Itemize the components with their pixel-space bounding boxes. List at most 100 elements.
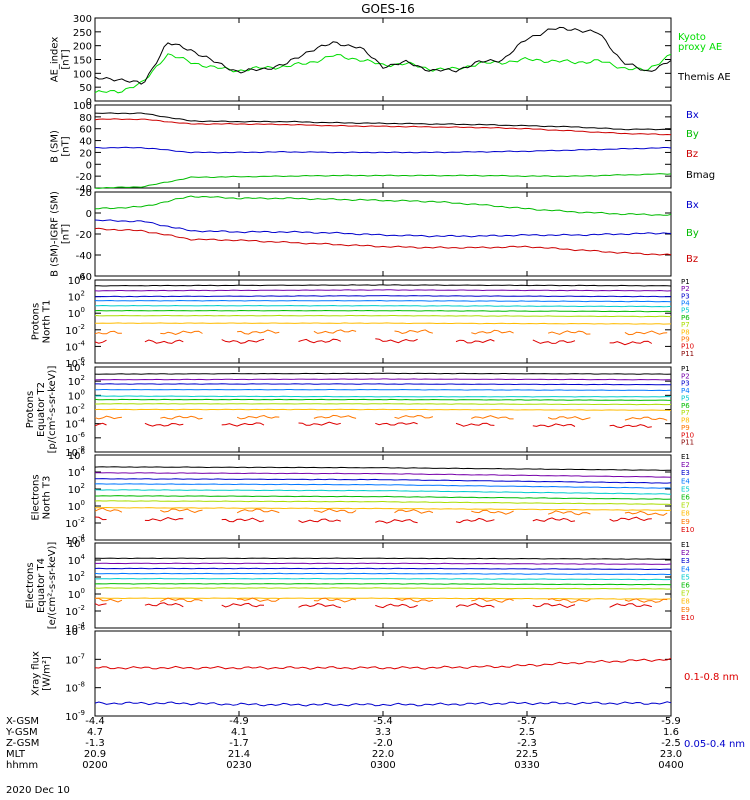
- series-line-P5: [94, 395, 672, 398]
- legend-label: P9: [681, 424, 690, 432]
- legend-label: P11: [681, 439, 694, 447]
- legend-label: P5: [681, 394, 690, 402]
- series-line-P10: [455, 338, 495, 344]
- y-tick-label: 0: [86, 97, 92, 108]
- panel-frame: [94, 279, 672, 364]
- legend-label: E3: [681, 557, 690, 565]
- legend-label: P3: [681, 292, 690, 300]
- footer-row-value: -5.7: [517, 716, 537, 727]
- series-line-P9: [94, 330, 122, 335]
- footer-row-value: -2.0: [373, 738, 393, 749]
- series-line-P4: [95, 388, 672, 392]
- legend-label: Bx: [686, 110, 699, 121]
- date-label: 2020 Dec 10: [6, 785, 70, 796]
- series-line-E8: [94, 506, 672, 512]
- legend-label: P4: [681, 387, 690, 395]
- series-line-E9: [547, 598, 591, 603]
- series-line-P7: [94, 314, 672, 318]
- y-tick-label: -20: [76, 172, 92, 183]
- legend-label: P6: [681, 402, 690, 410]
- series-line-0.05-0.4 nm: [94, 701, 672, 707]
- footer-row-value: 0230: [226, 760, 251, 771]
- series-line-P9: [394, 414, 434, 419]
- legend-label: P8: [681, 328, 690, 336]
- series-line-E1: [94, 466, 672, 471]
- legend-label: E7: [681, 502, 690, 510]
- series-line-E8: [94, 597, 672, 600]
- series-line-P1: [94, 372, 672, 375]
- y-tick-label: 20: [79, 188, 92, 199]
- y-tick-label: 0: [86, 209, 92, 220]
- y-tick-label: 20: [79, 148, 92, 159]
- y-tick-label: 0: [86, 160, 92, 171]
- series-line-P8: [95, 322, 672, 325]
- y-axis-label: [nT]: [61, 136, 72, 156]
- series-line-E10: [375, 603, 418, 609]
- legend-label: P3: [681, 380, 690, 388]
- series-line-P9: [313, 329, 357, 334]
- series-line-E5: [94, 489, 672, 495]
- y-tick-label: 10-6: [65, 431, 85, 445]
- y-tick-label: 102: [68, 290, 85, 304]
- legend-label: E3: [681, 469, 690, 477]
- legend-label: Bmag: [686, 170, 715, 181]
- series-line-P9: [236, 414, 280, 420]
- y-tick-label: 80: [79, 113, 92, 124]
- legend-label: E8: [681, 510, 690, 518]
- y-axis-label: Equator T2: [36, 382, 47, 437]
- series-line-E10: [532, 517, 576, 523]
- series-line-E6: [94, 583, 672, 586]
- footer-row-value: 21.4: [228, 749, 250, 760]
- series-line-E9: [394, 509, 434, 514]
- y-tick-label: 100: [73, 69, 92, 80]
- series-line-P3: [95, 383, 671, 386]
- legend-label: P2: [681, 285, 690, 293]
- series-line-By: [94, 173, 672, 189]
- series-line-E1: [95, 557, 672, 560]
- legend-label: Kyoto: [678, 32, 706, 43]
- y-axis-label: [e/(cm²-s-sr-keV)]: [47, 542, 58, 630]
- series-line-P9: [94, 415, 122, 420]
- legend-label: P9: [681, 335, 690, 343]
- series-line-Kyoto proxy AE: [94, 53, 672, 94]
- legend-label: E6: [681, 494, 690, 502]
- y-tick-label: 100: [68, 587, 85, 601]
- y-tick-label: -40: [76, 251, 92, 262]
- series-line-By: [94, 195, 672, 216]
- series-line-P10: [94, 422, 107, 427]
- y-tick-label: 106: [68, 536, 86, 550]
- y-tick-label: 40: [79, 137, 92, 148]
- legend-label: E9: [681, 606, 690, 614]
- footer-row-value: 0330: [514, 760, 539, 771]
- series-line-P10: [144, 339, 184, 344]
- y-tick-label: -60: [76, 272, 92, 283]
- series-line-E9: [547, 510, 591, 516]
- y-tick-label: 10-9: [65, 709, 85, 723]
- series-line-P10: [94, 339, 107, 344]
- series-line-E9: [237, 597, 280, 602]
- panel-frame: [94, 17, 672, 102]
- legend-label: P5: [681, 307, 690, 315]
- series-line-P9: [547, 330, 591, 335]
- series-line-P10: [375, 338, 418, 344]
- legend-label: P1: [681, 278, 690, 286]
- series-line-E9: [624, 598, 668, 603]
- legend-label: E5: [681, 485, 690, 493]
- series-line-P2: [94, 378, 672, 381]
- series-line-P9: [547, 416, 591, 421]
- y-tick-label: 104: [68, 465, 86, 479]
- series-line-E9: [160, 508, 203, 514]
- series-line-E9: [394, 598, 434, 603]
- y-tick-label: 10-8: [65, 681, 85, 695]
- y-tick-label: 200: [73, 42, 92, 53]
- y-tick-label: 104: [68, 360, 86, 374]
- series-line-P10: [455, 422, 495, 427]
- y-tick-label: 60: [79, 125, 92, 136]
- y-axis-label: [W/m²]: [42, 656, 53, 691]
- legend-label: E2: [681, 549, 690, 557]
- legend-label: P1: [681, 365, 690, 373]
- legend-label: 0.05-0.4 nm: [684, 739, 745, 750]
